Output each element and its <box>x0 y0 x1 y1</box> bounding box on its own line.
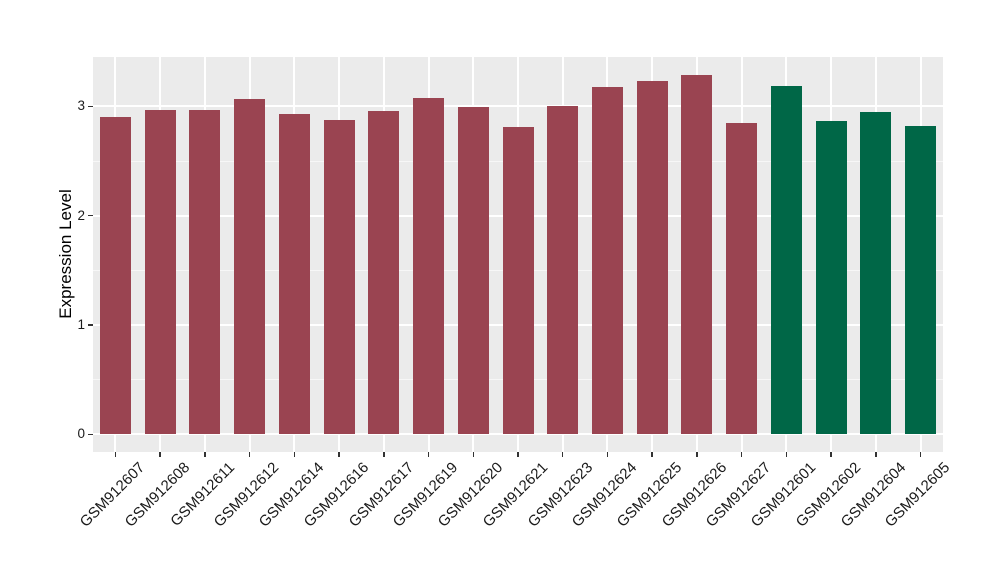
y-tick-mark <box>88 105 93 108</box>
x-tick-mark <box>785 452 788 457</box>
x-tick-mark <box>159 452 161 457</box>
y-tick-label: 3 <box>77 98 85 114</box>
bar-GSM912611 <box>189 109 221 435</box>
bar-GSM912617 <box>368 110 400 435</box>
x-tick-mark <box>919 452 922 457</box>
y-tick-label: 1 <box>77 317 85 332</box>
bar-GSM912624 <box>591 86 623 435</box>
bar-GSM912616 <box>323 119 355 435</box>
bar-GSM912601 <box>770 85 802 435</box>
bar-GSM912614 <box>278 114 310 435</box>
x-tick-mark <box>293 452 296 457</box>
bar-GSM912619 <box>413 97 445 435</box>
x-tick-mark <box>561 452 564 457</box>
x-tick-mark <box>114 452 117 457</box>
bar-GSM912626 <box>681 74 713 435</box>
bar-GSM912604 <box>860 111 892 435</box>
bar-GSM912625 <box>636 81 668 435</box>
y-tick-mark <box>88 433 93 436</box>
x-tick-mark <box>517 452 519 457</box>
bar-GSM912621 <box>502 127 534 435</box>
x-tick-mark <box>875 452 877 457</box>
x-tick-mark <box>606 452 609 457</box>
x-tick-mark <box>740 452 743 457</box>
plot-panel <box>93 57 943 452</box>
bar-GSM912627 <box>726 122 758 435</box>
x-tick-mark <box>248 452 251 457</box>
bar-GSM912623 <box>547 106 579 435</box>
x-tick-mark <box>383 452 385 457</box>
x-tick-mark <box>204 452 206 457</box>
bar-GSM912602 <box>815 120 847 435</box>
bar-GSM912608 <box>144 109 176 435</box>
y-tick-label: 0 <box>77 426 85 442</box>
bar-GSM912620 <box>457 107 489 435</box>
y-tick-mark <box>88 324 93 326</box>
bar-GSM912607 <box>99 117 131 435</box>
bar-GSM912605 <box>905 126 937 435</box>
y-tick-mark <box>88 214 93 217</box>
x-tick-mark <box>696 452 698 457</box>
x-tick-mark <box>472 452 474 457</box>
x-tick-mark <box>338 452 340 457</box>
x-tick-mark <box>830 452 832 457</box>
y-tick-label: 2 <box>77 207 85 223</box>
bar-GSM912612 <box>234 98 266 435</box>
x-tick-mark <box>651 452 653 457</box>
x-tick-mark <box>427 452 430 457</box>
